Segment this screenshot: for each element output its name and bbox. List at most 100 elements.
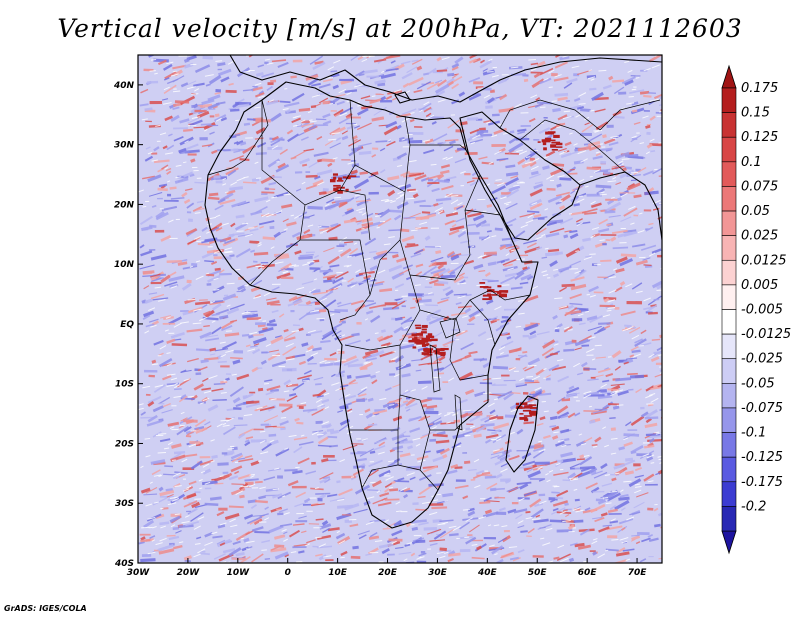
field-streak: [287, 133, 300, 143]
field-streak: [231, 557, 247, 561]
field-streak: [491, 185, 506, 195]
field-streak: [537, 217, 545, 220]
field-streak: [293, 543, 308, 547]
field-streak: [485, 434, 499, 439]
field-streak: [319, 478, 328, 484]
field-streak: [159, 521, 170, 526]
field-streak: [424, 235, 431, 241]
field-streak: [255, 499, 268, 504]
field-streak: [499, 324, 506, 327]
field-streak: [423, 72, 429, 76]
field-streak: [140, 416, 155, 419]
field-gap: [450, 114, 456, 116]
field-streak: [659, 333, 662, 339]
field-streak: [401, 373, 411, 378]
field-streak: [357, 530, 370, 536]
field-streak: [319, 472, 334, 480]
field-streak: [268, 349, 280, 353]
field-streak: [367, 220, 384, 228]
field-gap: [575, 400, 580, 402]
field-streak: [275, 335, 282, 339]
field-streak: [314, 60, 324, 65]
field-streak: [413, 249, 424, 255]
field-streak: [271, 135, 279, 141]
field-gap: [401, 295, 408, 297]
field-streak: [226, 307, 240, 315]
field-streak: [633, 214, 639, 217]
field-streak: [315, 518, 324, 521]
field-streak: [403, 216, 416, 219]
field-streak: [380, 342, 391, 347]
field-streak: [515, 513, 523, 520]
field-streak: [215, 180, 223, 184]
field-gap: [454, 339, 460, 341]
field-streak: [355, 457, 367, 462]
field-gap: [427, 548, 432, 550]
field-streak: [224, 513, 240, 521]
field-streak: [249, 240, 260, 244]
field-streak: [303, 234, 309, 239]
field-streak: [446, 77, 455, 85]
field-streak: [320, 404, 326, 408]
field-streak: [526, 242, 537, 249]
field-streak: [162, 403, 171, 408]
field-streak: [423, 265, 437, 275]
field-streak: [593, 291, 604, 294]
field-streak: [232, 102, 240, 109]
field-streak: [569, 104, 582, 111]
field-streak: [423, 526, 438, 531]
field-streak: [630, 415, 645, 427]
field-streak: [324, 140, 334, 146]
field-streak: [467, 117, 479, 121]
field-streak: [635, 259, 648, 266]
field-streak: [633, 194, 642, 199]
field-streak: [431, 259, 436, 264]
field-streak: [321, 520, 329, 526]
field-gap: [413, 535, 422, 537]
field-gap: [259, 521, 267, 523]
field-streak: [209, 496, 222, 501]
colorbar-swatch: [721, 456, 737, 483]
field-streak: [186, 427, 200, 436]
field-streak: [375, 93, 384, 96]
field-streak: [255, 322, 267, 325]
field-streak: [570, 467, 575, 470]
field-streak: [270, 136, 283, 143]
field-streak: [515, 357, 521, 361]
field-streak: [527, 528, 535, 534]
field-streak: [586, 193, 602, 197]
field-streak: [647, 507, 654, 511]
field-streak: [250, 249, 256, 253]
field-streak: [253, 518, 263, 525]
field-streak: [597, 276, 608, 278]
field-streak: [268, 524, 284, 534]
field-streak: [303, 148, 314, 152]
field-gap: [168, 332, 175, 334]
field-streak: [417, 380, 432, 385]
field-streak: [401, 108, 417, 115]
field-streak: [446, 80, 454, 87]
field-streak: [459, 549, 471, 553]
field-gap: [484, 470, 489, 472]
field-streak: [279, 420, 289, 426]
field-streak: [472, 57, 481, 64]
map-plot: 30W 20W 10W 0 10E 20E 30E 40E 50E 60E 70E 40N 30N 20N…: [113, 54, 663, 578]
field-streak: [455, 479, 466, 482]
field-streak: [600, 160, 607, 165]
field-streak: [431, 316, 439, 319]
field-streak: [329, 352, 337, 357]
field-streak: [277, 512, 284, 516]
colorbar-label: -0.0125: [741, 327, 791, 342]
field-streak: [405, 397, 416, 407]
field-streak: [232, 396, 241, 404]
field-streak: [157, 197, 163, 200]
field-streak: [527, 210, 540, 214]
lon-tick-label: 30W: [127, 568, 151, 578]
field-streak: [556, 529, 573, 533]
field-streak: [271, 59, 287, 63]
field-streak: [219, 272, 232, 276]
field-streak: [309, 55, 324, 65]
field-streak: [279, 100, 291, 104]
field-streak: [501, 316, 509, 319]
field-streak: [468, 93, 482, 101]
